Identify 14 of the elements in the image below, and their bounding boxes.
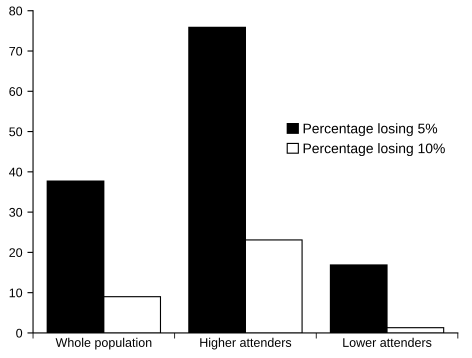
x-tick-label: Lower attenders [343, 338, 432, 347]
x-tick-label: Whole population [56, 338, 152, 350]
y-tick-label: 70 [9, 46, 22, 56]
legend-label: Percentage losing 5% [304, 123, 438, 136]
y-tick-label: 20 [9, 248, 22, 258]
y-tick-label: 30 [9, 208, 22, 217]
y-tick-label: 10 [10, 288, 22, 298]
x-tick-label: Higher attenders [200, 338, 292, 350]
y-tick-label: 50 [9, 127, 22, 136]
legend-label: Percentage losing 10% [304, 143, 445, 156]
y-tick-label: 40 [9, 168, 22, 176]
y-tick-label: 60 [9, 87, 22, 96]
y-tick-label: 80 [9, 6, 22, 16]
y-tick-label: 0 [16, 328, 22, 338]
